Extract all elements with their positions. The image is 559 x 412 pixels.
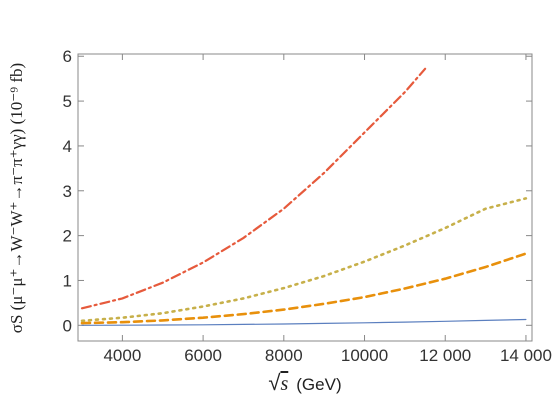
- y-ticks: 0 1 2 3 4 5 6: [63, 47, 532, 335]
- x-tick-label: 6000: [184, 346, 222, 365]
- series-layer: [80, 67, 528, 326]
- x-tick-label: 4000: [103, 346, 141, 365]
- x-tick-label: 14 000: [500, 346, 552, 365]
- series-line-dashed: [80, 252, 528, 325]
- y-axis-title: σS (μ⁻μ⁺→W⁻W⁺→π⁻π⁺γγ) (10⁻⁹ fb): [7, 63, 26, 333]
- y-tick-label: 0: [63, 316, 72, 335]
- x-tick-label: 10000: [341, 346, 388, 365]
- y-tick-label: 2: [63, 227, 72, 246]
- series-line-dotted: [80, 197, 528, 323]
- y-tick-label: 5: [63, 92, 72, 111]
- series-line-dash-dot: [80, 67, 427, 310]
- plot-frame: [77, 53, 533, 342]
- y-tick-label: 3: [63, 182, 72, 201]
- y-tick-label: 4: [63, 137, 72, 156]
- x-axis-title: √s (GeV): [268, 370, 341, 395]
- x-ticks: 4000 6000 8000 10000 12 000 14 000: [103, 54, 552, 365]
- x-tick-label: 8000: [265, 346, 303, 365]
- y-tick-label: 1: [63, 271, 72, 290]
- x-axis-unit: (GeV): [296, 375, 341, 394]
- y-tick-label: 6: [63, 47, 72, 66]
- x-axis-var: s: [280, 373, 288, 395]
- x-axis-root: √: [268, 370, 281, 395]
- x-tick-label: 12 000: [419, 346, 471, 365]
- series-line-solid: [81, 318, 527, 326]
